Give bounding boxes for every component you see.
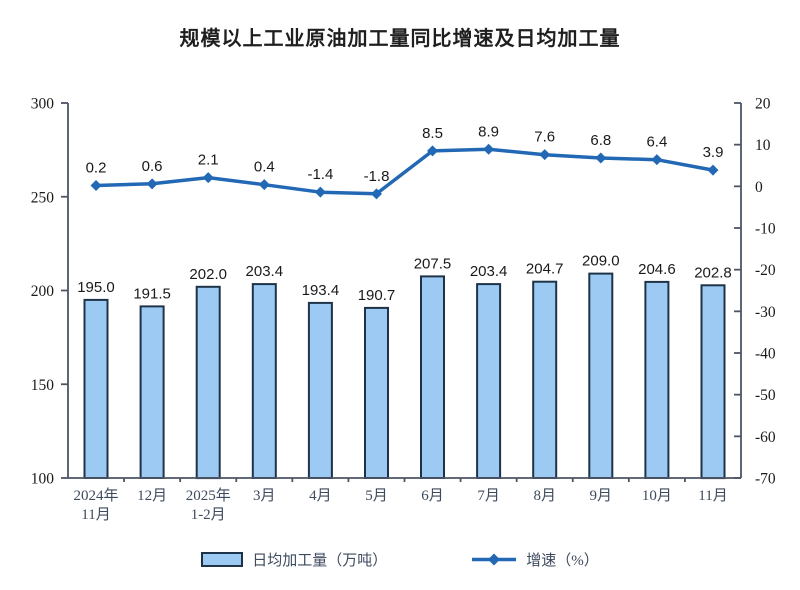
category-label: 5月 <box>365 488 388 504</box>
category-label: 6月 <box>421 488 444 504</box>
line-legend-label: 增速（%） <box>526 553 599 569</box>
chart-legend: 日均加工量（万吨） 增速（%） <box>0 549 800 570</box>
line-marker <box>202 172 214 184</box>
right-axis-tick-label: -70 <box>755 471 776 488</box>
bar <box>420 275 445 479</box>
line-value-label: 2.1 <box>198 152 219 169</box>
right-axis-tick-label: -10 <box>755 221 776 238</box>
bar <box>588 272 614 479</box>
category-label: 3月 <box>253 488 276 504</box>
line-value-label: -1.8 <box>364 168 390 185</box>
bar-value-label: 195.0 <box>77 279 115 296</box>
category-label: 2025年 <box>186 487 231 504</box>
bar-value-label: 207.5 <box>414 255 452 272</box>
category-label: 10月 <box>642 488 672 504</box>
growth-line <box>94 147 715 196</box>
bar-value-label: 209.0 <box>582 253 620 270</box>
line-marker <box>314 186 326 198</box>
bar <box>476 283 502 479</box>
bar-value-label: 203.4 <box>470 263 508 280</box>
line-marker <box>146 178 158 190</box>
bar-value-label: 203.4 <box>246 263 284 280</box>
line-series-swatch <box>472 553 517 566</box>
line-marker <box>707 164 719 176</box>
bar <box>364 306 389 479</box>
line-value-label: 0.4 <box>254 159 275 176</box>
right-axis-tick-label: -30 <box>755 304 776 321</box>
line-marker <box>370 188 382 200</box>
bar <box>307 301 333 479</box>
bar-value-label: 191.5 <box>133 285 171 302</box>
line-marker <box>595 152 607 164</box>
category-label: 11月 <box>698 488 727 504</box>
legend-item-bars: 日均加工量（万吨） <box>201 549 387 570</box>
line-marker <box>90 180 102 191</box>
right-axis-tick-label: -60 <box>755 429 776 446</box>
line-marker <box>483 143 495 155</box>
line-value-label: 7.6 <box>534 129 555 146</box>
bar <box>139 305 165 479</box>
right-axis-tick-label: 20 <box>755 96 771 113</box>
left-axis-tick-label: 300 <box>31 96 55 113</box>
line-marker <box>539 149 551 161</box>
line-marker <box>651 154 663 166</box>
category-label: 7月 <box>477 488 500 504</box>
line-value-label: 0.2 <box>86 160 107 177</box>
category-label: 4月 <box>309 488 332 504</box>
bar <box>195 285 221 480</box>
line-value-label: 6.8 <box>590 132 611 149</box>
line-value-label: 6.4 <box>646 134 667 151</box>
line-marker <box>258 179 270 191</box>
category-label: 8月 <box>533 488 556 504</box>
right-axis-tick-label: -20 <box>755 262 776 279</box>
right-axis-tick-label: 10 <box>755 137 771 154</box>
bar-value-label: 204.7 <box>526 261 564 278</box>
bar <box>83 298 109 479</box>
category-label: 11月 <box>81 507 110 523</box>
bar <box>644 280 670 479</box>
category-label: 9月 <box>590 488 613 504</box>
right-axis-tick-label: 0 <box>755 179 763 196</box>
bar <box>532 280 558 480</box>
bar-legend-label: 日均加工量（万吨） <box>252 553 388 569</box>
left-axis-tick-label: 200 <box>31 283 55 300</box>
category-label: 1-2月 <box>191 507 226 523</box>
line-marker <box>427 145 439 157</box>
line-value-label: -1.4 <box>307 166 333 183</box>
chart-canvas: 195.0 191.5 202.0 203.4 193.4 190.7 207.5 203.4… <box>31 96 776 524</box>
legend-item-line: 增速（%） <box>471 549 599 570</box>
line-value-label: 8.9 <box>478 123 499 140</box>
bar-value-label: 190.7 <box>358 287 396 304</box>
left-axis-tick-label: 100 <box>31 471 55 488</box>
bar-value-label: 202.0 <box>189 266 227 283</box>
right-axis-tick-label: -50 <box>755 387 776 404</box>
bar <box>251 283 277 479</box>
category-label: 12月 <box>137 488 167 504</box>
line-value-label: 3.9 <box>703 144 724 161</box>
right-axis-tick-label: -40 <box>755 346 776 363</box>
bar-value-label: 193.4 <box>302 282 340 299</box>
chart-title: 规模以上工业原油加工量同比增速及日均加工量 <box>179 28 621 50</box>
bar-value-label: 202.8 <box>694 264 732 281</box>
bar <box>700 284 726 480</box>
left-axis-tick-label: 250 <box>31 189 55 206</box>
line-value-label: 0.6 <box>142 158 163 175</box>
category-label: 2024年 <box>73 487 118 504</box>
left-axis-tick-label: 150 <box>31 377 55 394</box>
line-value-label: 8.5 <box>422 125 443 142</box>
bar-value-label: 204.6 <box>638 261 676 278</box>
bar-series-swatch <box>201 552 244 567</box>
